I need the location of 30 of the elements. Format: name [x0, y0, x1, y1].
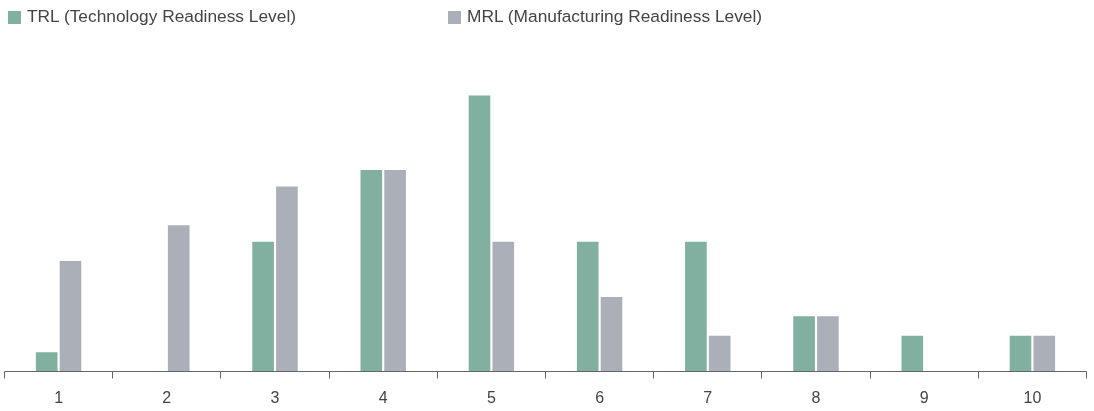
x-tick-label: 7: [703, 388, 713, 406]
x-tick-label: 1: [54, 388, 64, 406]
x-tick-label: 9: [919, 388, 929, 406]
bar: [468, 95, 491, 372]
bar: [360, 170, 383, 372]
bar: [35, 352, 58, 372]
x-tick-label: 2: [162, 388, 172, 406]
bar: [59, 261, 82, 372]
bar: [276, 186, 298, 372]
x-tick-label: 4: [378, 388, 388, 406]
bar: [167, 225, 190, 372]
bar: [384, 170, 406, 372]
x-tick-label: 6: [595, 388, 605, 406]
bar: [817, 316, 839, 372]
bar: [708, 335, 731, 372]
bar: [1009, 335, 1032, 372]
legend-label: TRL (Technology Readiness Level): [27, 6, 297, 27]
bar: [685, 241, 707, 372]
bar: [793, 316, 815, 372]
bar: [576, 241, 599, 372]
x-tick-label: 5: [486, 388, 496, 406]
x-tick-label: 8: [811, 388, 821, 406]
bar: [492, 241, 515, 372]
bar: [1033, 335, 1056, 372]
legend-label: MRL (Manufacturing Readiness Level): [467, 6, 763, 27]
bar: [600, 297, 623, 372]
bar: [901, 335, 924, 372]
bar: [252, 241, 274, 372]
x-tick-label: 10: [1023, 388, 1042, 406]
x-tick-label: 3: [270, 388, 280, 406]
